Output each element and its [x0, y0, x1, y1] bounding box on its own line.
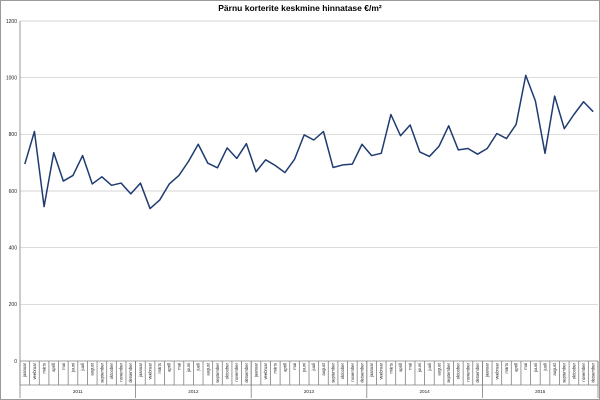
- year-label: 2014: [419, 389, 430, 394]
- grid-lines: [20, 20, 598, 305]
- x-tick-label: veebruar: [263, 362, 268, 379]
- x-tick-label: mai: [292, 363, 297, 370]
- x-tick-label: november: [350, 362, 355, 381]
- x-tick-label: november: [465, 362, 470, 381]
- x-tick-label: august: [90, 362, 95, 375]
- x-tick-label: jaanuar: [369, 362, 374, 378]
- x-tick-label: jaanuar: [22, 362, 27, 378]
- year-label: 2015: [535, 389, 546, 394]
- x-tick-label: aprill: [398, 363, 403, 372]
- x-tick-label: september: [562, 362, 567, 382]
- x-tick-label: september: [446, 362, 451, 382]
- y-tick-label: 600: [9, 189, 18, 195]
- x-tick-label: veebruar: [147, 362, 152, 379]
- axes: [19, 21, 599, 398]
- x-tick-label: oktoober: [571, 362, 576, 379]
- y-tick-label: 800: [9, 132, 18, 138]
- y-tick-label: 200: [9, 302, 18, 308]
- x-tick-label: oktoober: [109, 362, 114, 379]
- year-labels: 2011 2012 2013 2014 2015: [73, 389, 546, 394]
- x-tick-label: detsember: [591, 362, 596, 382]
- x-tick-label: november: [119, 362, 124, 381]
- x-tick-label: oktoober: [456, 362, 461, 379]
- series-layer: [24, 74, 594, 210]
- x-tick-label: juuli: [80, 363, 85, 372]
- x-tick-label: märts: [273, 363, 278, 373]
- x-tick-label: jaanuar: [138, 362, 143, 378]
- x-tick-label: november: [234, 362, 239, 381]
- y-tick-label: 1200: [6, 19, 17, 25]
- x-tick-label: september: [99, 362, 104, 382]
- y-tick-labels: 0 200 400 600 800 1000 1200: [6, 19, 17, 365]
- x-tick-label: detsember: [244, 362, 249, 382]
- x-tick-labels: jaanuar veebruar märts aprill mai juuni juuli a…: [22, 362, 595, 383]
- x-tick-label: veebruar: [379, 362, 384, 379]
- year-label: 2011: [73, 389, 83, 394]
- x-tick-label: oktoober: [225, 362, 230, 379]
- year-label: 2013: [304, 389, 315, 394]
- y-tick-label: 1000: [6, 75, 17, 81]
- x-tick-label: juuni: [302, 363, 307, 373]
- x-tick-label: mai: [61, 363, 66, 370]
- x-tick-label: mai: [523, 363, 528, 370]
- x-tick-label: mai: [408, 363, 413, 370]
- x-tick-label: aprill: [51, 363, 56, 372]
- x-tick-label: detsember: [128, 362, 133, 382]
- x-tick-label: mai: [176, 363, 181, 370]
- y-tick-label: 0: [14, 359, 17, 365]
- x-tick-label: september: [215, 362, 220, 382]
- x-tick-label: august: [205, 362, 210, 375]
- x-tick-label: jaanuar: [485, 362, 490, 378]
- year-label: 2012: [188, 389, 199, 394]
- x-tick-label: august: [321, 362, 326, 375]
- x-tick-label: august: [552, 362, 557, 375]
- x-tick-label: veebruar: [32, 362, 37, 379]
- x-tick-label: aprill: [282, 363, 287, 372]
- x-tick-label: juuli: [542, 363, 547, 372]
- x-tick-label: veebruar: [494, 362, 499, 379]
- x-tick-label: juuni: [533, 363, 538, 373]
- x-tick-label: november: [581, 362, 586, 381]
- x-tick-label: august: [436, 362, 441, 375]
- y-tick-label: 400: [9, 245, 18, 251]
- x-tick-label: juuli: [196, 363, 201, 372]
- x-tick-label: aprill: [167, 363, 172, 372]
- x-tick-label: märts: [388, 363, 393, 373]
- x-tick-label: märts: [504, 363, 509, 373]
- x-tick-label: detsember: [475, 362, 480, 382]
- x-tick-label: juuni: [186, 363, 191, 373]
- series-line: [24, 74, 594, 210]
- x-tick-label: juuli: [427, 363, 432, 372]
- x-tick-label: oktoober: [340, 362, 345, 379]
- x-tick-label: juuni: [417, 363, 422, 373]
- chart-title: Pärnu korterite keskmine hinnatase €/m²: [218, 3, 382, 13]
- x-tick-label: detsember: [359, 362, 364, 382]
- x-tick-label: aprill: [514, 363, 519, 372]
- x-tick-label: jaanuar: [253, 362, 258, 378]
- x-tick-label: märts: [41, 363, 46, 373]
- x-tick-label: juuni: [70, 363, 75, 373]
- x-tick-label: märts: [157, 363, 162, 373]
- x-tick-label: september: [330, 362, 335, 382]
- x-tick-label: juuli: [311, 363, 316, 372]
